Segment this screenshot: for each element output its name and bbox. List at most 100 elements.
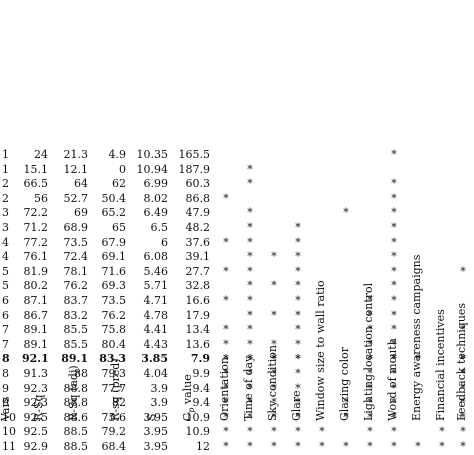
predictor-mark: * [247, 308, 253, 322]
cell-rsq-pred: 75.6 [101, 410, 127, 424]
table-row: 7 89.1 85.5 75.8 4.41 13.4 * * * * * * [0, 323, 474, 338]
cell-rsq-pred: 68.4 [101, 440, 127, 453]
cell-cp: 48.2 [185, 221, 211, 234]
cell-rsq: 87.1 [23, 294, 49, 307]
cell-cp: 47.9 [185, 206, 211, 220]
cell-rsq-adj: 83.7 [63, 294, 89, 307]
cell-s: 6.08 [143, 250, 169, 264]
predictor-mark: * [295, 323, 301, 337]
predictor-mark: * [391, 206, 397, 220]
table-row: 6 86.7 83.2 76.2 4.78 17.9 * * * * * [0, 309, 474, 324]
cell-vars: 5 [2, 279, 9, 293]
cell-rsq-pred: 0 [119, 162, 126, 176]
predictor-mark: * [415, 440, 421, 453]
predictor-mark: * [271, 396, 277, 410]
cell-cp: 13.4 [185, 323, 211, 337]
predictor-mark: * [460, 323, 466, 337]
table-row: 7 89.1 85.5 80.4 4.43 13.6 * * * * * * [0, 338, 474, 353]
cell-rsq-pred: 65.2 [101, 206, 127, 220]
cell-cp: 13.6 [185, 337, 211, 351]
cell-rsq-adj: 64 [74, 177, 88, 191]
predictor-mark: * [271, 440, 277, 453]
predictor-mark: * [460, 425, 466, 439]
predictor-mark: * [391, 308, 397, 322]
cell-rsq-pred: 77.7 [101, 381, 127, 395]
cell-vars: 4 [2, 235, 9, 249]
cell-rsq-adj: 68.9 [63, 221, 89, 234]
predictor-mark: * [247, 250, 253, 264]
cell-s: 4.04 [143, 367, 169, 380]
cell-vars: 7 [2, 337, 9, 351]
cell-rsq-pred: 76.2 [101, 308, 127, 322]
cell-rsq: 92.5 [23, 410, 49, 424]
predictor-mark: * [247, 352, 253, 366]
cell-vars: 5 [2, 264, 9, 278]
cell-cp: 37.6 [185, 235, 211, 249]
cell-rsq-adj: 88.8 [63, 396, 89, 410]
predictor-mark: * [415, 352, 421, 366]
table-row: 1 15.1 12.1 0 10.94 187.9 * [0, 163, 474, 178]
cell-rsq: 81.9 [23, 264, 49, 278]
cell-rsq-adj: 52.7 [63, 191, 89, 205]
predictor-mark: * [391, 440, 397, 453]
predictor-mark: * [223, 440, 229, 453]
predictor-mark: * [319, 425, 325, 439]
cell-s: 3.95 [143, 440, 169, 453]
predictor-mark: * [295, 337, 301, 351]
cell-rsq-adj: 78.1 [63, 264, 89, 278]
predictor-mark: * [271, 410, 277, 424]
cell-rsq: 92.5 [23, 425, 49, 439]
predictor-mark: * [295, 264, 301, 278]
predictor-mark: * [460, 381, 466, 395]
predictor-mark: * [367, 367, 373, 380]
cell-rsq: 72.2 [23, 206, 49, 220]
cell-s: 3.9 [150, 396, 169, 410]
predictor-mark: * [391, 381, 397, 395]
predictor-mark: * [367, 294, 373, 307]
predictor-mark: * [367, 352, 373, 366]
predictor-mark: * [460, 440, 466, 453]
cell-vars: 2 [2, 177, 9, 191]
predictor-mark: * [295, 294, 301, 307]
predictor-mark: * [247, 264, 253, 278]
cell-rsq: 89.1 [23, 323, 49, 337]
predictor-mark: * [367, 440, 373, 453]
predictor-mark: * [460, 367, 466, 380]
predictor-mark: * [271, 279, 277, 293]
predictor-mark: * [295, 221, 301, 234]
cell-rsq: 92.3 [23, 381, 49, 395]
table-row: 10 92.5 88.6 75.6 3.95 10.9 * * * * * * * * [0, 411, 474, 426]
cell-cp: 39.1 [185, 250, 211, 264]
cell-rsq: 89.1 [23, 337, 49, 351]
cell-cp: 32.8 [185, 279, 211, 293]
cell-s: 5.46 [143, 264, 169, 278]
cell-cp: 9.4 [192, 396, 211, 410]
predictor-mark: * [367, 381, 373, 395]
predictor-mark: * [391, 221, 397, 234]
predictor-mark: * [319, 440, 325, 453]
predictor-mark: * [295, 367, 301, 380]
cell-cp: 9.4 [192, 381, 211, 395]
predictor-mark: * [367, 337, 373, 351]
table-row: 10 92.5 88.5 79.2 3.95 10.9 * * * * * * * * * [0, 425, 474, 440]
cell-s: 6 [161, 235, 168, 249]
cell-s: 4.43 [143, 337, 169, 351]
cell-rsq-pred: 82 [112, 396, 126, 410]
cell-s: 10.94 [136, 162, 169, 176]
predictor-mark: * [223, 294, 229, 307]
predictor-mark: * [391, 250, 397, 264]
predictor-mark: * [247, 279, 253, 293]
cell-s: 3.95 [143, 425, 169, 439]
predictor-mark: * [367, 410, 373, 424]
cell-s: 8.02 [143, 191, 169, 205]
table-row: 1 24 21.3 4.9 10.35 165.5 * [0, 148, 474, 163]
predictor-mark: * [223, 381, 229, 395]
predictor-mark: * [343, 410, 349, 424]
cell-cp: 60.3 [185, 177, 211, 191]
table-row: 9 92.3 88.8 82 3.9 9.4 * * * * * * * * [0, 396, 474, 411]
predictor-mark: * [460, 264, 466, 278]
cell-rsq-pred: 67.9 [101, 235, 127, 249]
cell-rsq-adj: 76.2 [63, 279, 89, 293]
regression-subsets-table: Vars R-Sq R-Sq (adj) R-sq (pred) S Cp va… [0, 148, 474, 453]
predictor-mark: * [247, 235, 253, 249]
